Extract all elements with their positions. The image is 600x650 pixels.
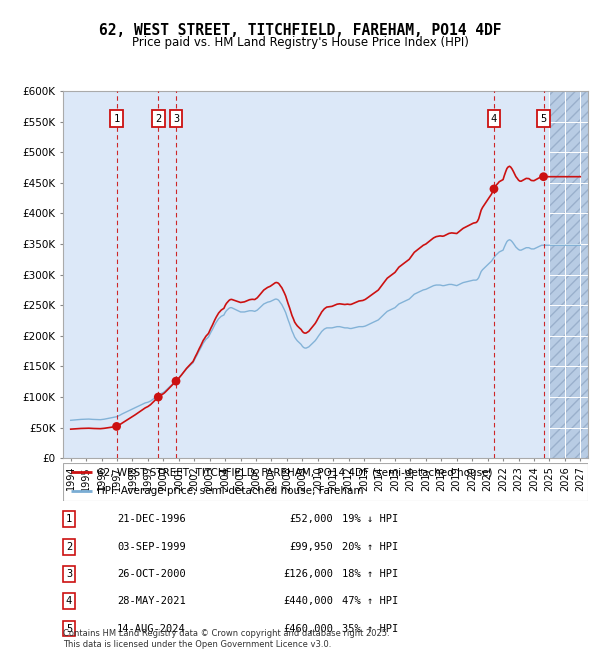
Text: 5: 5 [541,114,547,124]
Text: 35% ↑ HPI: 35% ↑ HPI [342,623,398,634]
Point [154,392,163,402]
Text: 19% ↓ HPI: 19% ↓ HPI [342,514,398,525]
Text: 14-AUG-2024: 14-AUG-2024 [117,623,186,634]
Text: 26-OCT-2000: 26-OCT-2000 [117,569,186,579]
Text: 18% ↑ HPI: 18% ↑ HPI [342,569,398,579]
Text: 03-SEP-1999: 03-SEP-1999 [117,541,186,552]
Text: HPI: Average price, semi-detached house, Fareham: HPI: Average price, semi-detached house,… [97,486,364,496]
Text: 28-MAY-2021: 28-MAY-2021 [117,596,186,606]
Point [171,376,181,386]
Bar [550,91,588,458]
Text: 47% ↑ HPI: 47% ↑ HPI [342,596,398,606]
Text: 20% ↑ HPI: 20% ↑ HPI [342,541,398,552]
Text: 62, WEST STREET, TITCHFIELD, FAREHAM, PO14 4DF (semi-detached house): 62, WEST STREET, TITCHFIELD, FAREHAM, PO… [97,467,493,477]
Text: £440,000: £440,000 [283,596,333,606]
Text: £460,000: £460,000 [283,623,333,634]
Text: 21-DEC-1996: 21-DEC-1996 [117,514,186,525]
Text: £52,000: £52,000 [289,514,333,525]
Text: Price paid vs. HM Land Registry's House Price Index (HPI): Price paid vs. HM Land Registry's House … [131,36,469,49]
Text: 2: 2 [66,541,72,552]
Text: 3: 3 [66,569,72,579]
Point [539,172,548,182]
Point [489,184,499,194]
Text: 4: 4 [491,114,497,124]
Text: 1: 1 [113,114,120,124]
Bar [63,91,550,458]
Text: 3: 3 [173,114,179,124]
Text: 4: 4 [66,596,72,606]
Point [112,421,121,432]
Text: £99,950: £99,950 [289,541,333,552]
Text: Contains HM Land Registry data © Crown copyright and database right 2025.
This d: Contains HM Land Registry data © Crown c… [63,629,389,649]
Text: 1: 1 [66,514,72,525]
Text: £126,000: £126,000 [283,569,333,579]
Text: 5: 5 [66,623,72,634]
Text: 62, WEST STREET, TITCHFIELD, FAREHAM, PO14 4DF: 62, WEST STREET, TITCHFIELD, FAREHAM, PO… [99,23,501,38]
Text: 2: 2 [155,114,161,124]
